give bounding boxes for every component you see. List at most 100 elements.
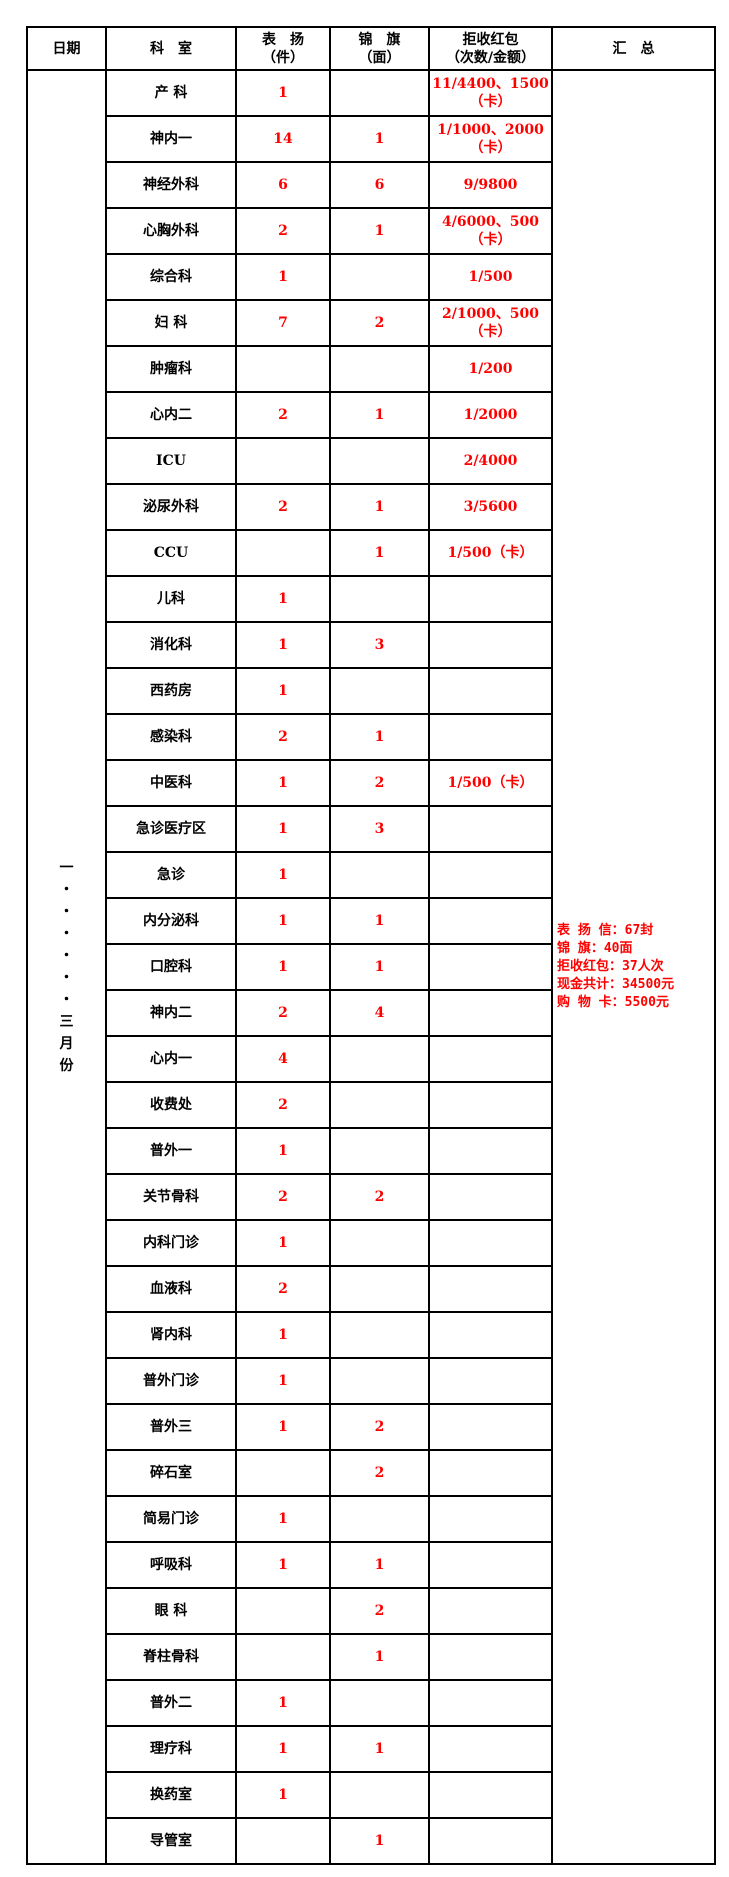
date-char: ・ (59, 904, 74, 920)
envelope-cell (428, 1679, 553, 1727)
dept-cell: 血液科 (105, 1265, 237, 1313)
header-row: 日期 科 室 表 扬（件） 锦 旗（面） 拒收红包 （次数/金额） 汇 总 (26, 26, 716, 71)
table-row: 妇 科 7 2 2/1000、500（卡） (27, 299, 715, 347)
banner-cell (329, 1679, 430, 1727)
envelope-cell (428, 1541, 553, 1589)
envelope-cell (428, 943, 553, 991)
banner-cell (329, 1219, 430, 1267)
header-praise: 表 扬（件） (235, 26, 331, 71)
table-row: 普外三 1 2 (27, 1403, 715, 1451)
table-row: 神内二 2 4 (27, 989, 715, 1037)
dept-cell: 神经外科 (105, 161, 237, 209)
banner-cell: 2 (329, 1173, 430, 1221)
envelope-cell: 9/9800 (428, 161, 553, 209)
dept-cell: 急诊 (105, 851, 237, 899)
dept-cell: 心内一 (105, 1035, 237, 1083)
table-row: 理疗科 1 1 (27, 1725, 715, 1773)
date-char: 月 (59, 1036, 74, 1052)
table-row: 急诊医疗区 1 3 (27, 805, 715, 853)
dept-cell: 普外二 (105, 1679, 237, 1727)
envelope-cell: 1/500（卡） (428, 529, 553, 577)
praise-cell: 1 (235, 1541, 331, 1589)
envelope-cell: 1/2000 (428, 391, 553, 439)
dept-cell: 内分泌科 (105, 897, 237, 945)
table-row: 眼 科 2 (27, 1587, 715, 1635)
praise-cell: 2 (235, 713, 331, 761)
banner-cell: 1 (329, 207, 430, 255)
banner-cell (329, 1495, 430, 1543)
dept-cell: 中医科 (105, 759, 237, 807)
dept-cell: 综合科 (105, 253, 237, 301)
banner-cell (329, 69, 430, 117)
date-char: ・ (59, 948, 74, 964)
dept-cell: 心胸外科 (105, 207, 237, 255)
dept-cell: 心内二 (105, 391, 237, 439)
table-row: 泌尿外科 2 1 3/5600 (27, 483, 715, 531)
banner-cell: 2 (329, 299, 430, 347)
table-row: 内科门诊 1 (27, 1219, 715, 1267)
table-row: 口腔科 1 1 (27, 943, 715, 991)
table-row: 西药房 1 (27, 667, 715, 715)
praise-cell (235, 1817, 331, 1865)
praise-cell: 1 (235, 253, 331, 301)
praise-cell (235, 1449, 331, 1497)
envelope-cell (428, 1495, 553, 1543)
envelope-cell (428, 621, 553, 669)
envelope-cell (428, 1633, 553, 1681)
praise-cell: 1 (235, 667, 331, 715)
dept-cell: 理疗科 (105, 1725, 237, 1773)
praise-cell: 14 (235, 115, 331, 163)
banner-cell: 6 (329, 161, 430, 209)
banner-cell: 3 (329, 805, 430, 853)
banner-cell: 1 (329, 391, 430, 439)
praise-cell: 2 (235, 1081, 331, 1129)
envelope-cell: 4/6000、500（卡） (428, 207, 553, 255)
envelope-cell (428, 805, 553, 853)
dept-cell: 收费处 (105, 1081, 237, 1129)
praise-cell: 1 (235, 1725, 331, 1773)
dept-cell: 内科门诊 (105, 1219, 237, 1267)
banner-cell: 1 (329, 1541, 430, 1589)
table-row: 呼吸科 1 1 (27, 1541, 715, 1589)
envelope-cell (428, 1127, 553, 1175)
banner-cell: 2 (329, 759, 430, 807)
table-row: 收费处 2 (27, 1081, 715, 1129)
dept-cell: 产 科 (105, 69, 237, 117)
praise-cell: 1 (235, 1403, 331, 1451)
banner-cell (329, 1265, 430, 1313)
table-row: 一・・・・・・三月份产 科 1 11/4400、1500（卡）表 扬 信：67封锦 … (26, 69, 716, 1865)
praise-cell: 7 (235, 299, 331, 347)
header-praise-line1: 表 扬 (262, 31, 304, 48)
dept-cell: 口腔科 (105, 943, 237, 991)
dept-cell: 导管室 (105, 1817, 237, 1865)
table-row: 简易门诊 1 (27, 1495, 715, 1543)
banner-cell (329, 1357, 430, 1405)
praise-cell (235, 345, 331, 393)
banner-cell: 1 (329, 897, 430, 945)
header-envelope-line1: 拒收红包 (462, 31, 519, 48)
banner-cell (329, 575, 430, 623)
banner-cell (329, 1127, 430, 1175)
banner-cell (329, 1081, 430, 1129)
banner-cell (329, 667, 430, 715)
envelope-cell (428, 1081, 553, 1129)
banner-cell (329, 437, 430, 485)
header-date: 日期 (26, 26, 107, 71)
banner-cell (329, 1771, 430, 1819)
envelope-cell (428, 1725, 553, 1773)
commendation-table: 日期 科 室 表 扬（件） 锦 旗（面） 拒收红包 （次数/金额） 汇 总 一・・… (26, 26, 716, 1865)
envelope-cell: 2/4000 (428, 437, 553, 485)
banner-cell: 1 (329, 483, 430, 531)
summary-line: 表 扬 信：67封 (557, 923, 654, 938)
envelope-cell (428, 575, 553, 623)
date-char: ・ (59, 882, 74, 898)
banner-cell (329, 1035, 430, 1083)
table-row: 中医科 1 2 1/500（卡） (27, 759, 715, 807)
dept-cell: 神内一 (105, 115, 237, 163)
date-char: ・ (59, 926, 74, 942)
table-row: 内分泌科 1 1 (27, 897, 715, 945)
date-char: ・ (59, 992, 74, 1008)
envelope-cell: 1/1000、2000（卡） (428, 115, 553, 163)
praise-cell (235, 529, 331, 577)
dept-cell: 肿瘤科 (105, 345, 237, 393)
